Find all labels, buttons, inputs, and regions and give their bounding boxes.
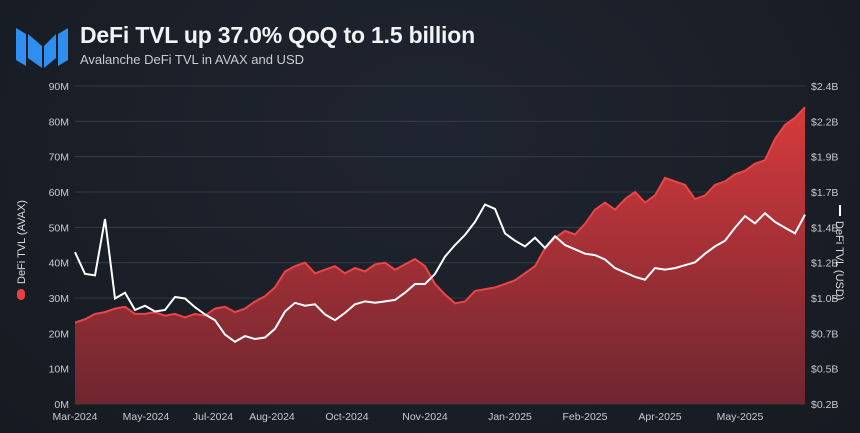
left-tick-label: 40M	[49, 258, 69, 270]
usd-legend-swatch	[839, 205, 841, 216]
x-tick-label: Aug-2024	[249, 411, 295, 423]
right-tick-label: $0.5B	[811, 364, 838, 376]
right-tick-label: $1.9B	[811, 152, 838, 164]
right-tick-label: $2.4B	[811, 81, 838, 93]
left-tick-label: 60M	[49, 187, 69, 199]
x-tick-label: Nov-2024	[402, 411, 448, 423]
right-tick-label: $1.2B	[811, 258, 838, 270]
left-tick-label: 80M	[49, 116, 69, 128]
right-tick-label: $1.7B	[811, 187, 838, 199]
left-axis-label: DeFi TVL (AVAX)	[16, 200, 28, 284]
avax-tvl-line	[74, 106, 806, 324]
right-tick-label: $0.2B	[811, 399, 838, 411]
x-tick-label: Mar-2024	[53, 411, 98, 423]
left-tick-label: 30M	[49, 293, 69, 305]
messari-logo	[16, 28, 68, 68]
usd-tvl-line	[74, 203, 806, 343]
left-tick-label: 70M	[49, 152, 69, 164]
left-tick-label: 0M	[54, 399, 69, 411]
left-tick-label: 20M	[49, 328, 69, 340]
right-tick-label: $0.7B	[811, 328, 838, 340]
left-tick-label: 50M	[49, 222, 69, 234]
right-tick-label: $1.4B	[811, 222, 838, 234]
avax-legend-swatch	[17, 289, 25, 300]
left-tick-label: 90M	[49, 81, 69, 93]
right-axis-label: DeFi TVL (USD)	[833, 221, 845, 300]
x-tick-label: Feb-2025	[563, 411, 608, 423]
chart-title: DeFi TVL up 37.0% QoQ to 1.5 billion	[80, 22, 475, 48]
x-tick-label: Oct-2024	[325, 411, 368, 423]
chart-subtitle: Avalanche DeFi TVL in AVAX and USD	[80, 52, 305, 67]
left-tick-label: 10M	[49, 364, 69, 376]
avax-tvl-area	[75, 107, 805, 404]
x-tick-label: Jul-2024	[193, 411, 233, 423]
x-tick-label: Apr-2025	[638, 411, 681, 423]
x-tick-label: May-2024	[123, 411, 170, 423]
right-tick-label: $2.2B	[811, 116, 838, 128]
x-tick-label: Jan-2025	[488, 411, 532, 423]
x-tick-label: May-2025	[717, 411, 764, 423]
right-tick-label: $1.0B	[811, 293, 838, 305]
